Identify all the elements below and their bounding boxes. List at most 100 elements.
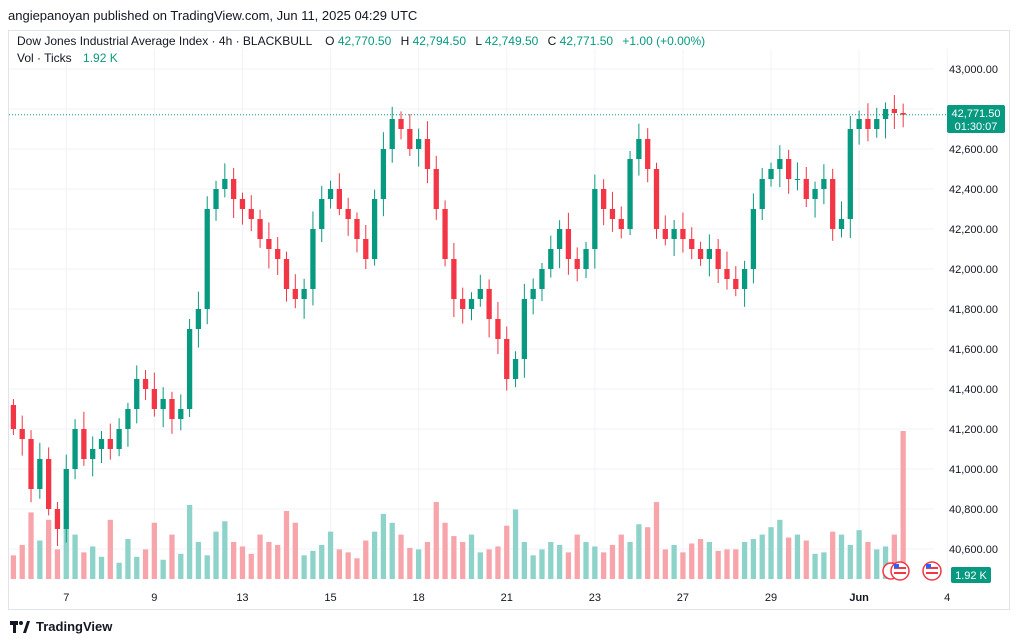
x-tick-label: 4 (944, 592, 950, 604)
candle-body (125, 409, 131, 429)
y-tick-label: 42,200.00 (949, 224, 998, 236)
candle-body (319, 199, 325, 229)
candle-body (609, 209, 616, 219)
candlestick-chart[interactable]: 40,600.00 40,800.00 41,000.00 41,200.00 41,4… (9, 31, 1009, 609)
volume-bar (336, 549, 342, 579)
y-tick-label: 42,400.00 (949, 184, 998, 196)
volume-bar (821, 552, 827, 579)
volume-bar (275, 544, 281, 579)
y-tick-label: 41,600.00 (949, 344, 998, 356)
candle-body (19, 429, 25, 439)
candle-body (653, 169, 660, 229)
volume-bar (345, 552, 351, 579)
volume-bar (539, 549, 545, 579)
candle-body (266, 239, 272, 249)
volume-bar (733, 549, 739, 579)
candle-body (539, 269, 545, 289)
volume-bar (759, 534, 765, 579)
volume-bar (856, 530, 862, 579)
y-tick-label: 42,000.00 (949, 264, 998, 276)
candle-body (345, 209, 351, 219)
volume-bar (125, 539, 131, 579)
candle-body (416, 139, 422, 149)
candle-body (759, 179, 765, 209)
candle-body (389, 119, 395, 149)
x-tick-label: 27 (677, 592, 689, 604)
us-flag-icon[interactable] (882, 561, 910, 581)
header-legend: Dow Jones Industrial Average Index · 4h … (17, 34, 705, 65)
x-tick-label: Jun (849, 592, 869, 604)
volume-bar (327, 531, 334, 579)
volume-bar (213, 531, 219, 579)
volume-bar (389, 522, 395, 579)
candle-body (186, 329, 193, 409)
volume-bar (310, 550, 316, 579)
candle-body (715, 249, 721, 269)
candle-body (142, 379, 149, 389)
price-axis[interactable]: 40,600.00 40,800.00 41,000.00 41,200.00 41,4… (949, 64, 998, 556)
candle-body (275, 249, 281, 259)
volume-bar (768, 527, 774, 579)
time-axis[interactable]: 7913151821232729Jun461012 (63, 592, 1009, 604)
candle-body (116, 429, 122, 449)
y-tick-label: 41,800.00 (949, 304, 998, 316)
last-price-tag: 42,771.50 01:30:07 (947, 105, 1005, 133)
volume-bar (416, 549, 422, 579)
chart-frame[interactable]: 40,600.00 40,800.00 41,000.00 41,200.00 41,4… (8, 30, 1010, 610)
volume-bar (160, 559, 166, 579)
candle-body (618, 219, 624, 229)
candle-body (847, 129, 853, 219)
volume-bar (46, 519, 52, 579)
volume-bar (609, 544, 616, 579)
open-label: O (325, 34, 334, 48)
candle-body (151, 389, 157, 409)
volume-bar (794, 534, 801, 579)
volume-bar (486, 549, 492, 579)
volume-bar (10, 555, 17, 579)
candle-body (874, 119, 880, 129)
candle-body (697, 249, 704, 259)
open-value: 42,770.50 (338, 34, 392, 48)
volume-bar (882, 546, 889, 579)
us-flag-icon[interactable] (922, 561, 942, 581)
volume-bar (653, 502, 660, 579)
candle-body (451, 259, 457, 299)
volume-bar (142, 549, 149, 579)
candle-body (900, 113, 906, 115)
candle-body (627, 159, 633, 229)
volume-bar (592, 546, 598, 579)
volume-bar (697, 539, 704, 579)
volume-bar (556, 544, 563, 579)
candle-body (680, 229, 686, 239)
volume-bar (874, 549, 880, 579)
candle-body (671, 229, 677, 239)
volume-bar (231, 542, 237, 579)
x-tick-label: 21 (501, 592, 513, 604)
volume-bar (98, 556, 105, 579)
y-tick-label: 40,600.00 (949, 544, 998, 556)
volume-bar (715, 550, 721, 579)
candle-body (257, 219, 263, 239)
candle-body (724, 269, 730, 279)
volume-bar (838, 534, 845, 579)
volume-bar (812, 553, 818, 579)
volume-bar (169, 534, 175, 579)
candle-body (548, 249, 554, 269)
candle-body (706, 249, 712, 259)
footer: TradingView (10, 619, 112, 634)
candle-body (239, 199, 246, 209)
volume-bar (222, 521, 228, 579)
volume-bar (54, 549, 61, 579)
candle-body (865, 119, 871, 129)
volume-bar (900, 431, 906, 579)
x-tick-label: 7 (63, 592, 69, 604)
volume-bar (803, 540, 809, 579)
candle-body (583, 249, 589, 269)
y-tick-label: 43,000.00 (949, 64, 998, 76)
candle-body (301, 289, 307, 299)
volume-bar (107, 519, 113, 579)
candle-body (10, 405, 17, 429)
candle-body (222, 179, 228, 189)
candle-body (371, 199, 378, 259)
volume-bar (151, 522, 157, 579)
